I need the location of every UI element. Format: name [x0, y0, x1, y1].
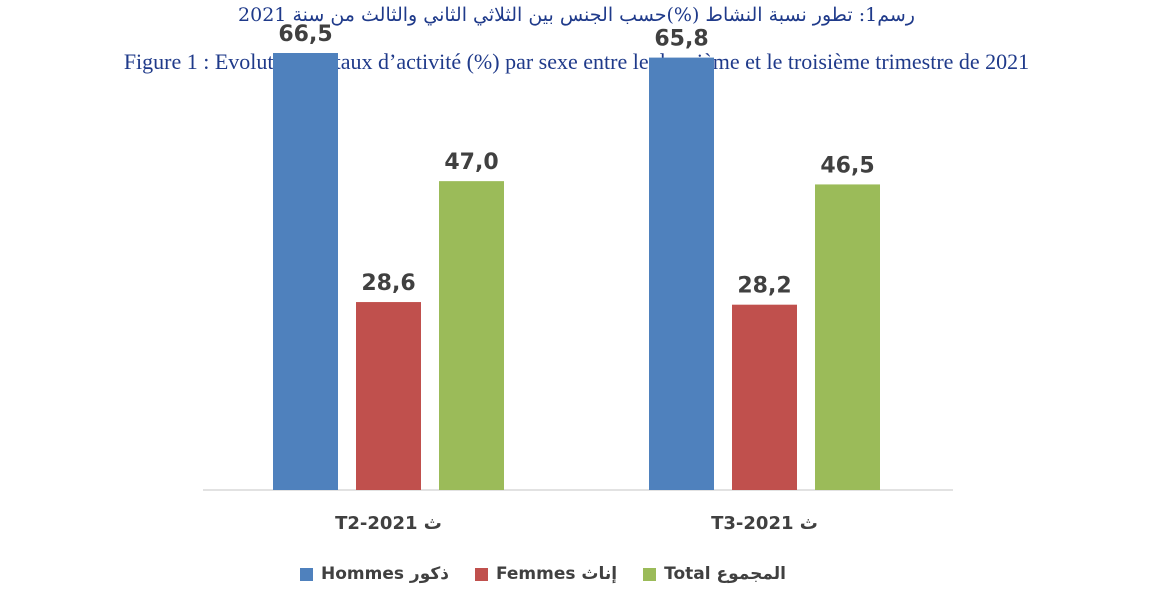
data-label: 28,6	[361, 271, 415, 296]
legend-item: Femmes إناث	[474, 564, 618, 584]
legend-swatch	[643, 567, 657, 581]
data-label: 47,0	[444, 150, 498, 175]
legend-label: Hommes ذكور	[321, 564, 449, 584]
legend-label: Femmes إناث	[495, 564, 618, 584]
legend-label: Total المجموع	[664, 564, 787, 584]
legend-item: Total المجموع	[643, 564, 786, 584]
chart-title-arabic: رسم1: تطور نسبة النشاط (%)حسب الجنس بين …	[238, 4, 915, 26]
data-label: 66,5	[278, 22, 332, 47]
legend-swatch	[474, 567, 488, 581]
category-label: ث 2021-T2	[335, 513, 442, 534]
bar-hommes-1	[273, 53, 338, 490]
category-label: ث 2021-T3	[711, 513, 818, 534]
legend: Hommes ذكور Femmes إناث Total المجموع	[300, 562, 786, 586]
bar-total-2	[815, 184, 880, 490]
legend-item: Hommes ذكور	[300, 564, 449, 584]
data-label: 46,5	[820, 153, 874, 178]
bar-total-1	[439, 181, 504, 490]
bar-femmes-2	[732, 304, 797, 490]
data-label: 65,8	[654, 27, 708, 52]
bar-hommes-2	[649, 57, 714, 490]
data-label: 28,2	[737, 274, 791, 299]
bar-femmes-1	[356, 302, 421, 490]
legend-swatch	[300, 567, 313, 581]
